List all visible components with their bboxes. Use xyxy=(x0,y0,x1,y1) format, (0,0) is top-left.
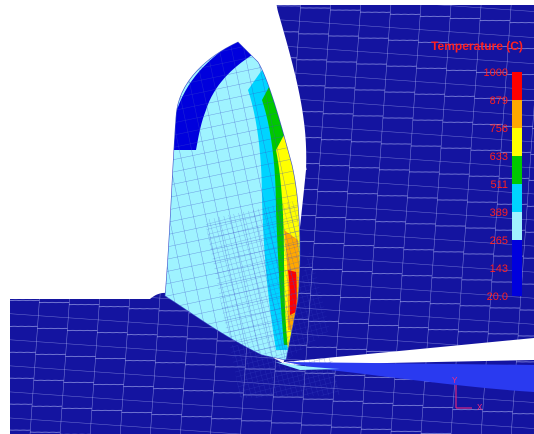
legend-label: 143 xyxy=(490,263,508,275)
axis-y-label: Y xyxy=(452,376,458,385)
legend-label: 265 xyxy=(490,235,508,247)
legend-color-scale xyxy=(512,72,522,296)
legend-title: Temperature (C) xyxy=(431,39,523,53)
legend-label: 20.0 xyxy=(487,291,508,303)
axis-triad: Y X xyxy=(452,376,483,412)
legend-swatch xyxy=(512,268,522,296)
legend-label: 389 xyxy=(490,207,508,219)
legend-swatch xyxy=(512,184,522,212)
axis-x-label: X xyxy=(477,403,483,412)
legend-labels: 1000 879 756 633 511 389 265 143 20.0 xyxy=(484,67,508,303)
legend-label: 633 xyxy=(490,151,508,163)
workpiece xyxy=(10,292,534,434)
legend-label: 879 xyxy=(490,95,508,107)
legend-swatch xyxy=(512,72,522,100)
cutting-tool xyxy=(275,4,534,362)
legend-swatch xyxy=(512,128,522,156)
temperature-legend: Temperature (C) 1000 879 756 633 511 389 265 14… xyxy=(431,39,523,303)
legend-label: 1000 xyxy=(484,67,508,79)
legend-swatch xyxy=(512,100,522,128)
legend-label: 511 xyxy=(490,179,508,191)
legend-swatch xyxy=(512,212,522,240)
legend-label: 756 xyxy=(490,123,508,135)
legend-swatch xyxy=(512,240,522,268)
legend-swatch xyxy=(512,156,522,184)
